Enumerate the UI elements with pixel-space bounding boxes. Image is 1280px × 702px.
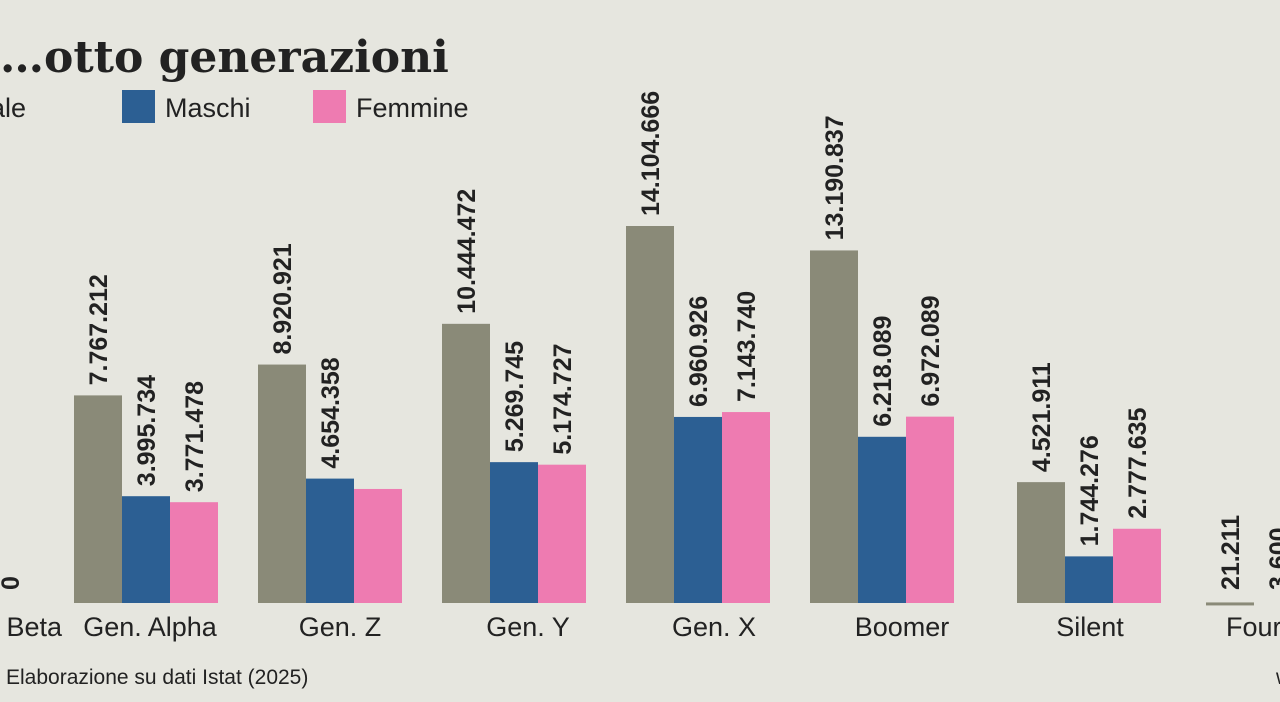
category-label-1: Gen. Alpha [83, 612, 218, 642]
value-label-maschi-1: 3.995.734 [133, 375, 161, 486]
bar-femmine-2 [354, 488, 402, 603]
value-label-femmine-0: 0 [0, 576, 25, 590]
bar-maschi-5 [858, 436, 906, 603]
value-label-totale-1: 7.767.212 [85, 274, 113, 385]
category-label-6: Silent [1056, 612, 1124, 642]
bar-totale-5 [810, 250, 858, 603]
bar-totale-6 [1017, 482, 1065, 603]
source-note: Elaborazione su dati Istat (2025) [6, 666, 308, 689]
bar-totale-7 [1206, 602, 1254, 606]
bar-maschi-1 [122, 496, 170, 603]
category-labels: Beta Gen. Alpha Gen. Z Gen. Y Gen. X Boomer Si… [6, 612, 1280, 642]
bar-maschi-4 [674, 416, 722, 603]
category-label-5: Boomer [855, 612, 950, 642]
bars [74, 226, 1254, 606]
footer-fragment: w [1275, 666, 1280, 689]
bar-maschi-3 [490, 462, 538, 603]
category-label-7: Four… [1226, 612, 1280, 642]
value-label-maschi-5: 6.218.089 [869, 316, 897, 427]
bar-femmine-5 [906, 416, 954, 603]
value-label-totale-4: 14.104.666 [637, 91, 665, 216]
category-label-3: Gen. Y [486, 612, 570, 642]
value-label-maschi-2: 4.654.358 [317, 357, 345, 468]
legend-swatch-maschi [122, 90, 155, 123]
value-label-maschi-6: 1.744.276 [1076, 435, 1104, 546]
value-label-maschi-4: 6.960.926 [685, 296, 713, 407]
category-label-2: Gen. Z [299, 612, 382, 642]
value-label-totale-2: 8.920.921 [269, 243, 297, 354]
value-label-totale-7: 21.211 [1217, 515, 1245, 590]
legend-label-maschi: Maschi [165, 93, 251, 123]
value-label-maschi-7: 3.600 [1265, 527, 1280, 590]
bar-totale-4 [626, 226, 674, 603]
value-label-femmine-3: 5.174.727 [549, 343, 577, 454]
bar-femmine-4 [722, 412, 770, 603]
value-label-totale-6: 4.521.911 [1028, 362, 1056, 472]
value-label-femmine-5: 6.972.089 [917, 295, 945, 406]
value-label-femmine-6: 2.777.635 [1124, 407, 1152, 518]
value-label-maschi-3: 5.269.745 [501, 341, 529, 452]
bar-totale-3 [442, 323, 490, 603]
legend: Totale Maschi Femmine [0, 90, 469, 123]
value-label-femmine-4: 7.143.740 [733, 291, 761, 402]
legend-swatch-femmine [313, 90, 346, 123]
bar-femmine-6 [1113, 528, 1161, 603]
bar-totale-2 [258, 364, 306, 603]
bar-totale-1 [74, 395, 122, 603]
value-labels: 0007.767.2123.995.7343.771.4788.920.9214… [0, 91, 1280, 590]
bar-maschi-2 [306, 478, 354, 603]
legend-label-femmine: Femmine [356, 93, 469, 123]
category-label-0: Beta [6, 612, 63, 642]
legend-label-totale: Totale [0, 93, 26, 123]
bar-maschi-6 [1065, 556, 1113, 603]
value-label-totale-3: 10.444.472 [453, 189, 481, 314]
bar-femmine-3 [538, 464, 586, 603]
value-label-femmine-1: 3.771.478 [181, 381, 209, 492]
chart-title: …otto generazioni [0, 32, 449, 83]
bar-femmine-1 [170, 502, 218, 603]
value-label-totale-5: 13.190.837 [821, 115, 849, 240]
category-label-4: Gen. X [672, 612, 756, 642]
